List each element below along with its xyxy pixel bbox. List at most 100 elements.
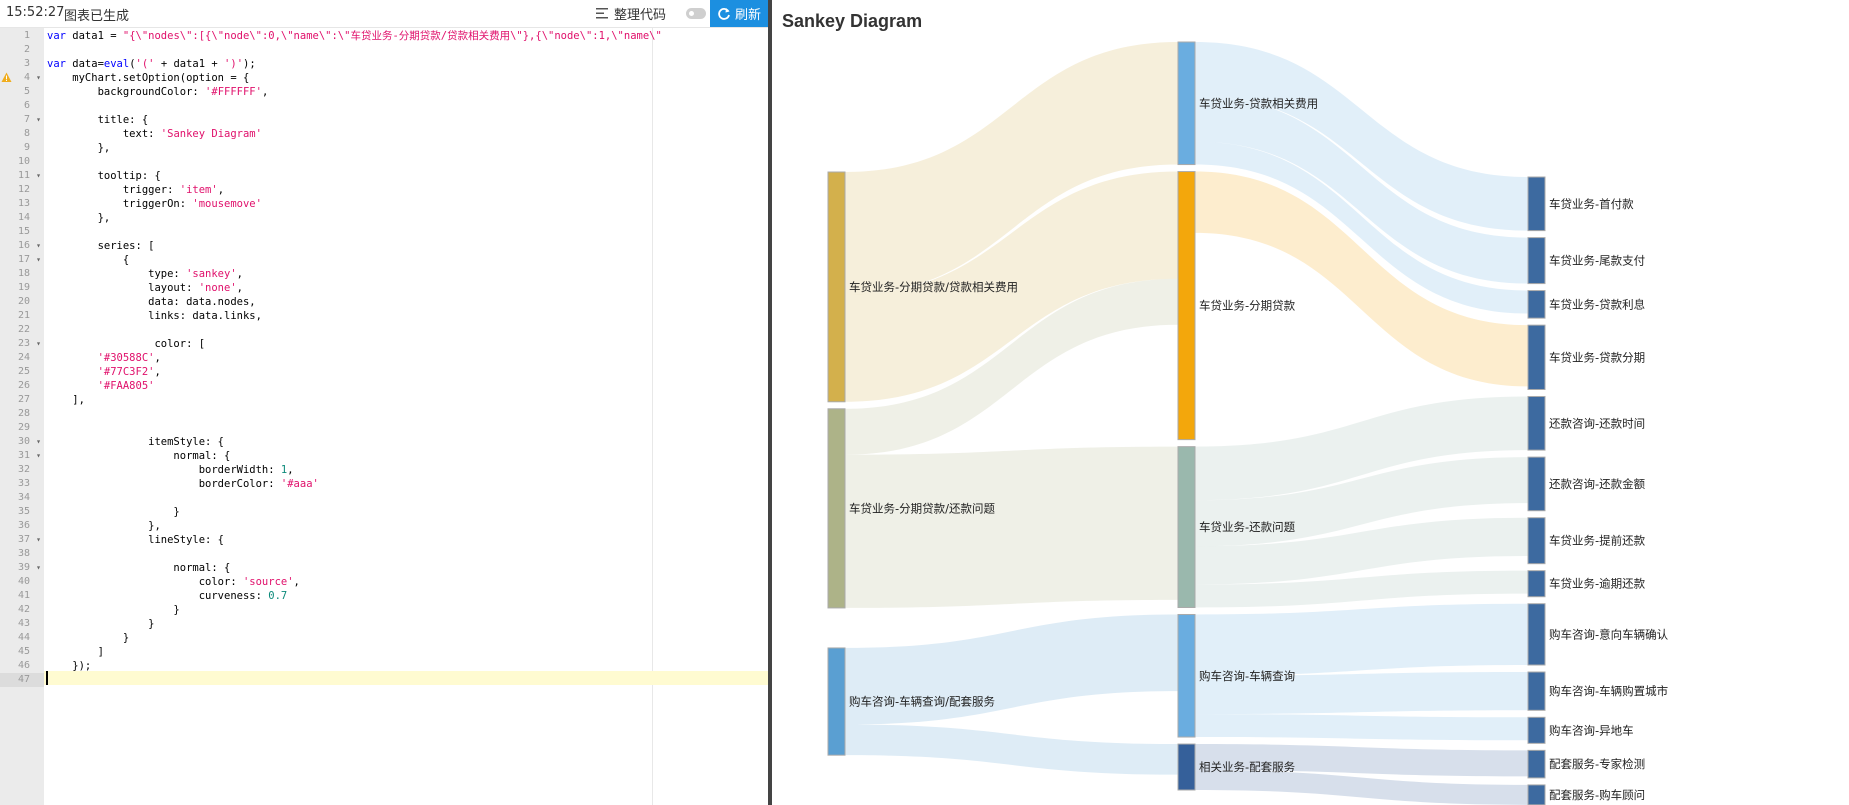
- line-number: 5: [0, 85, 44, 99]
- sankey-link[interactable]: [845, 278, 1178, 455]
- sankey-link[interactable]: [1195, 42, 1528, 231]
- sankey-node[interactable]: [1527, 237, 1546, 285]
- format-code-button[interactable]: 整理代码: [596, 3, 666, 23]
- status-message: 图表已生成: [64, 9, 130, 24]
- fold-arrow-icon[interactable]: ▾: [36, 115, 41, 124]
- line-number: 32: [0, 463, 44, 477]
- line-number: 8: [0, 127, 44, 141]
- line-number-gutter: 1 2 3 4 ▾ 5 6 7 ▾ 8 9 10 11 ▾ 12 13 14 15 16 ▾ 17 ▾ 18 19 20 21 22…: [0, 28, 44, 805]
- line-number: 14: [0, 211, 44, 225]
- fold-arrow-icon[interactable]: ▾: [36, 339, 41, 348]
- sankey-node-label: 还款咨询-还款时间: [1549, 416, 1645, 430]
- line-number-label: 34: [17, 492, 30, 503]
- line-number: 43: [0, 617, 44, 631]
- sankey-link[interactable]: [1195, 570, 1528, 608]
- code-area[interactable]: var data1 = "{\"nodes\":[{\"node\":0,\"n…: [44, 28, 768, 805]
- line-number: 19: [0, 281, 44, 295]
- fold-arrow-icon[interactable]: ▾: [36, 535, 41, 544]
- sankey-link[interactable]: [1195, 603, 1528, 676]
- line-number-label: 10: [17, 156, 30, 167]
- line-number-label: 21: [17, 310, 30, 321]
- sankey-link[interactable]: [1195, 770, 1528, 805]
- toggle-switch[interactable]: [686, 8, 706, 19]
- line-number-label: 2: [23, 44, 30, 55]
- code-editor[interactable]: 1 2 3 4 ▾ 5 6 7 ▾ 8 9 10 11 ▾ 12 13 14 15 16 ▾ 17 ▾ 18 19 20 21 22…: [0, 28, 768, 805]
- sankey-link[interactable]: [845, 171, 1178, 402]
- line-number-label: 44: [17, 632, 30, 643]
- fold-arrow-icon[interactable]: ▾: [36, 437, 41, 446]
- warning-icon[interactable]: [1, 72, 12, 83]
- code-line: normal: {: [47, 450, 231, 462]
- sankey-node[interactable]: [1527, 603, 1546, 666]
- sankey-node[interactable]: [1527, 456, 1546, 512]
- sankey-node[interactable]: [827, 171, 846, 403]
- sankey-link[interactable]: [845, 446, 1178, 608]
- sankey-link[interactable]: [1195, 672, 1528, 715]
- code-line: var data1 = "{\"nodes\":[{\"node\":0,\"n…: [47, 30, 662, 42]
- fold-arrow-icon[interactable]: ▾: [36, 73, 41, 82]
- sankey-link[interactable]: [845, 724, 1178, 775]
- line-number-label: 6: [23, 100, 30, 111]
- line-number-label: 25: [17, 366, 30, 377]
- sankey-link[interactable]: [845, 614, 1178, 725]
- fold-arrow-icon[interactable]: ▾: [36, 171, 41, 180]
- sankey-node[interactable]: [1177, 171, 1196, 441]
- sankey-link[interactable]: [1195, 396, 1528, 501]
- code-line: color: 'source',: [47, 576, 300, 588]
- sankey-link[interactable]: [1195, 141, 1528, 314]
- line-number: 33: [0, 477, 44, 491]
- line-number-label: 47: [17, 674, 30, 685]
- sankey-node[interactable]: [827, 647, 846, 756]
- code-line: links: data.links,: [47, 310, 262, 322]
- sankey-node-label: 车贷业务-提前还款: [1549, 534, 1646, 548]
- line-number: 4 ▾: [0, 71, 44, 85]
- line-number-label: 26: [17, 380, 30, 391]
- sankey-node[interactable]: [1527, 324, 1546, 390]
- sankey-node[interactable]: [1527, 570, 1546, 598]
- line-number: 9: [0, 141, 44, 155]
- sankey-link[interactable]: [1195, 457, 1528, 547]
- sankey-link[interactable]: [845, 42, 1178, 295]
- code-line: }: [47, 618, 155, 630]
- fold-arrow-icon[interactable]: ▾: [36, 241, 41, 250]
- sankey-node[interactable]: [1527, 749, 1546, 779]
- line-number: 22: [0, 323, 44, 337]
- line-number-label: 41: [17, 590, 30, 601]
- sankey-node[interactable]: [1527, 517, 1546, 565]
- fold-arrow-icon[interactable]: ▾: [36, 451, 41, 460]
- line-number-label: 19: [17, 282, 30, 293]
- sankey-node[interactable]: [1177, 446, 1196, 608]
- sankey-node[interactable]: [1527, 716, 1546, 744]
- sankey-link[interactable]: [1195, 714, 1528, 741]
- sankey-node[interactable]: [1527, 176, 1546, 232]
- line-number-label: 1: [23, 30, 30, 41]
- format-code-label: 整理代码: [614, 7, 667, 23]
- sankey-node[interactable]: [1177, 743, 1196, 791]
- sankey-link[interactable]: [1195, 744, 1528, 777]
- sankey-node-label: 购车咨询-车辆查询/配套服务: [849, 695, 996, 709]
- sankey-node[interactable]: [1527, 784, 1546, 805]
- code-line: }: [47, 506, 180, 518]
- refresh-label: 刷新: [734, 8, 761, 23]
- sankey-node[interactable]: [1527, 290, 1546, 319]
- sankey-node[interactable]: [827, 408, 846, 609]
- line-number: 6: [0, 99, 44, 113]
- code-line: }: [47, 632, 130, 644]
- sankey-link[interactable]: [1195, 171, 1528, 387]
- fold-arrow-icon[interactable]: ▾: [36, 563, 41, 572]
- refresh-button[interactable]: 刷新: [710, 0, 768, 27]
- sankey-node[interactable]: [1177, 613, 1196, 738]
- panel-divider[interactable]: [768, 0, 772, 805]
- line-number: 16 ▾: [0, 239, 44, 253]
- sankey-node-label: 购车咨询-意向车辆确认: [1549, 627, 1669, 641]
- sankey-node[interactable]: [1527, 671, 1546, 711]
- sankey-node[interactable]: [1527, 395, 1546, 451]
- code-line: },: [47, 142, 111, 154]
- line-number-label: 35: [17, 506, 30, 517]
- sankey-link[interactable]: [1195, 95, 1528, 284]
- code-line: });: [47, 660, 92, 672]
- sankey-link[interactable]: [1195, 517, 1528, 585]
- line-number: 24: [0, 351, 44, 365]
- fold-arrow-icon[interactable]: ▾: [36, 255, 41, 264]
- sankey-node[interactable]: [1177, 41, 1196, 166]
